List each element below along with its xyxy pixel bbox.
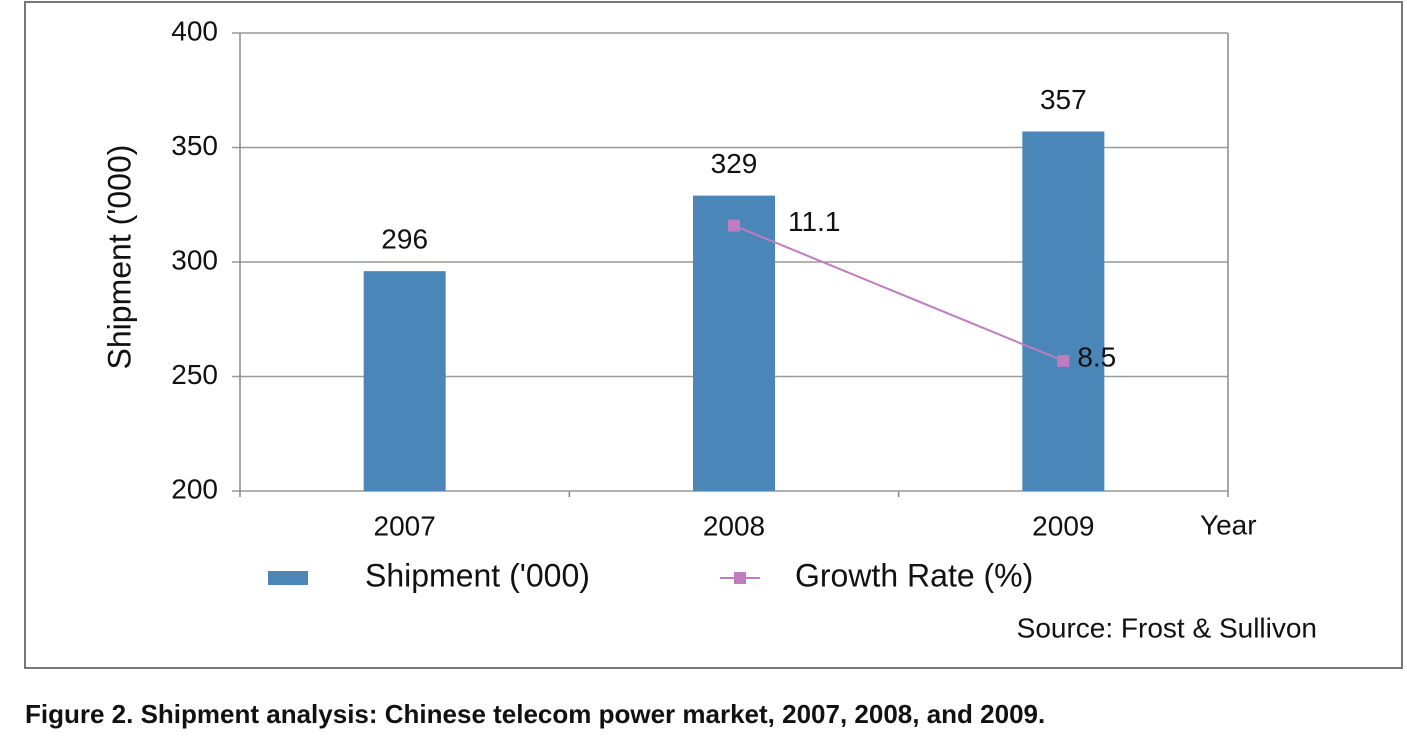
data-label: 296 (381, 224, 428, 255)
bar (693, 195, 775, 491)
source: Source: Frost & Sullivon (1017, 612, 1317, 643)
data-label: 8.5 (1077, 341, 1116, 372)
y-tick-label: 350 (171, 130, 218, 161)
bar (1022, 131, 1105, 491)
line-marker (728, 219, 740, 232)
y-axis-label: Shipment ('000) (101, 145, 137, 370)
line (733, 224, 1064, 362)
y-tick-label: 300 (171, 244, 218, 275)
line-marker (1057, 354, 1070, 367)
y-tick-label: 250 (171, 359, 218, 390)
data-label: 11.1 (788, 206, 840, 237)
x-tick-label: 2008 (703, 510, 765, 541)
caption: Figure 2. Shipment analysis: Chinese tel… (25, 699, 1045, 729)
y-tick-label: 400 (171, 15, 218, 46)
x-tick-label: 2009 (1032, 510, 1094, 541)
x-axis-label: Year (1200, 509, 1257, 540)
x-tick-label: 2007 (374, 510, 436, 541)
legend-swatch (734, 572, 746, 584)
data-label: 357 (1040, 84, 1087, 115)
legend-swatch (268, 571, 308, 585)
y-tick-label: 200 (171, 473, 218, 504)
frame (24, 1, 1403, 669)
legend-label: Shipment ('000) (365, 557, 590, 593)
legend-label: Growth Rate (%) (795, 557, 1033, 593)
bar (363, 271, 446, 491)
data-label: 329 (711, 148, 758, 179)
